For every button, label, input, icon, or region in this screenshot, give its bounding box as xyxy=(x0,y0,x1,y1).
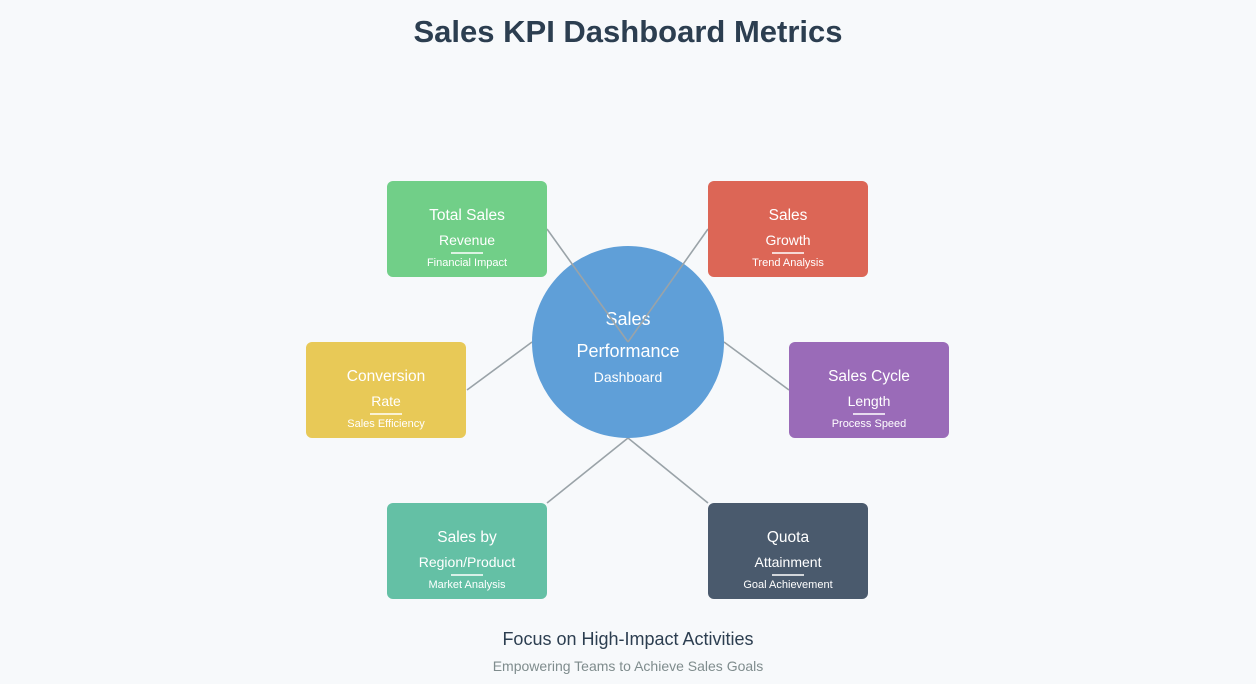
node-conversion-rate: Conversion Rate Sales Efficiency xyxy=(306,342,466,438)
node-description: Sales Efficiency xyxy=(347,418,425,430)
node-sales-by-region: Sales by Region/Product Market Analysis xyxy=(387,503,547,599)
node-box xyxy=(387,181,547,277)
node-sales-cycle-length: Sales Cycle Length Process Speed xyxy=(789,342,949,438)
node-subtitle: Growth xyxy=(765,232,810,248)
node-subtitle: Region/Product xyxy=(419,554,516,570)
connector-sales-cycle-length xyxy=(723,341,790,391)
connector-sales-growth xyxy=(627,228,709,343)
node-box xyxy=(708,181,868,277)
connector-quota-attainment xyxy=(627,437,709,504)
node-title: Sales by xyxy=(437,529,497,546)
node-description: Trend Analysis xyxy=(752,257,824,269)
node-box xyxy=(789,342,949,438)
page-title: Sales KPI Dashboard Metrics xyxy=(413,14,843,49)
node-title: Sales Cycle xyxy=(828,368,910,385)
node-box xyxy=(387,503,547,599)
node-description: Market Analysis xyxy=(428,579,506,591)
center-line-3: Dashboard xyxy=(594,369,663,385)
node-subtitle: Length xyxy=(848,393,891,409)
node-box xyxy=(306,342,466,438)
overlay-connectors xyxy=(546,228,709,343)
center-line-2: Performance xyxy=(576,341,679,361)
connector-total-sales xyxy=(546,228,629,343)
node-subtitle: Rate xyxy=(371,393,401,409)
connectors xyxy=(466,341,790,504)
node-sales-growth: Sales Growth Trend Analysis xyxy=(708,181,868,277)
center-line-1: Sales xyxy=(605,309,650,329)
footer-heading: Focus on High-Impact Activities xyxy=(502,629,754,649)
kpi-nodes: Total Sales Revenue Financial Impact Sales G… xyxy=(306,181,949,599)
connector-sales-by-region xyxy=(546,437,629,504)
node-title: Sales xyxy=(769,207,808,224)
node-description: Goal Achievement xyxy=(743,579,832,591)
node-title: Conversion xyxy=(347,368,425,385)
node-description: Process Speed xyxy=(832,418,907,430)
connector-conversion-rate xyxy=(466,341,533,391)
node-quota-attainment: Quota Attainment Goal Achievement xyxy=(708,503,868,599)
node-subtitle: Attainment xyxy=(755,554,822,570)
node-box xyxy=(708,503,868,599)
node-title: Quota xyxy=(767,529,810,546)
node-subtitle: Revenue xyxy=(439,232,495,248)
node-title: Total Sales xyxy=(429,207,505,224)
footer-subheading: Empowering Teams to Achieve Sales Goals xyxy=(492,658,764,674)
node-description: Financial Impact xyxy=(427,257,507,269)
node-total-sales: Total Sales Revenue Financial Impact xyxy=(387,181,547,277)
